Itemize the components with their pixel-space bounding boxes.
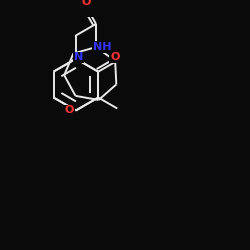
- Text: O: O: [110, 52, 120, 62]
- Text: NH: NH: [93, 42, 112, 52]
- Text: O: O: [82, 0, 91, 8]
- Text: O: O: [65, 106, 74, 116]
- Text: N: N: [74, 52, 83, 62]
